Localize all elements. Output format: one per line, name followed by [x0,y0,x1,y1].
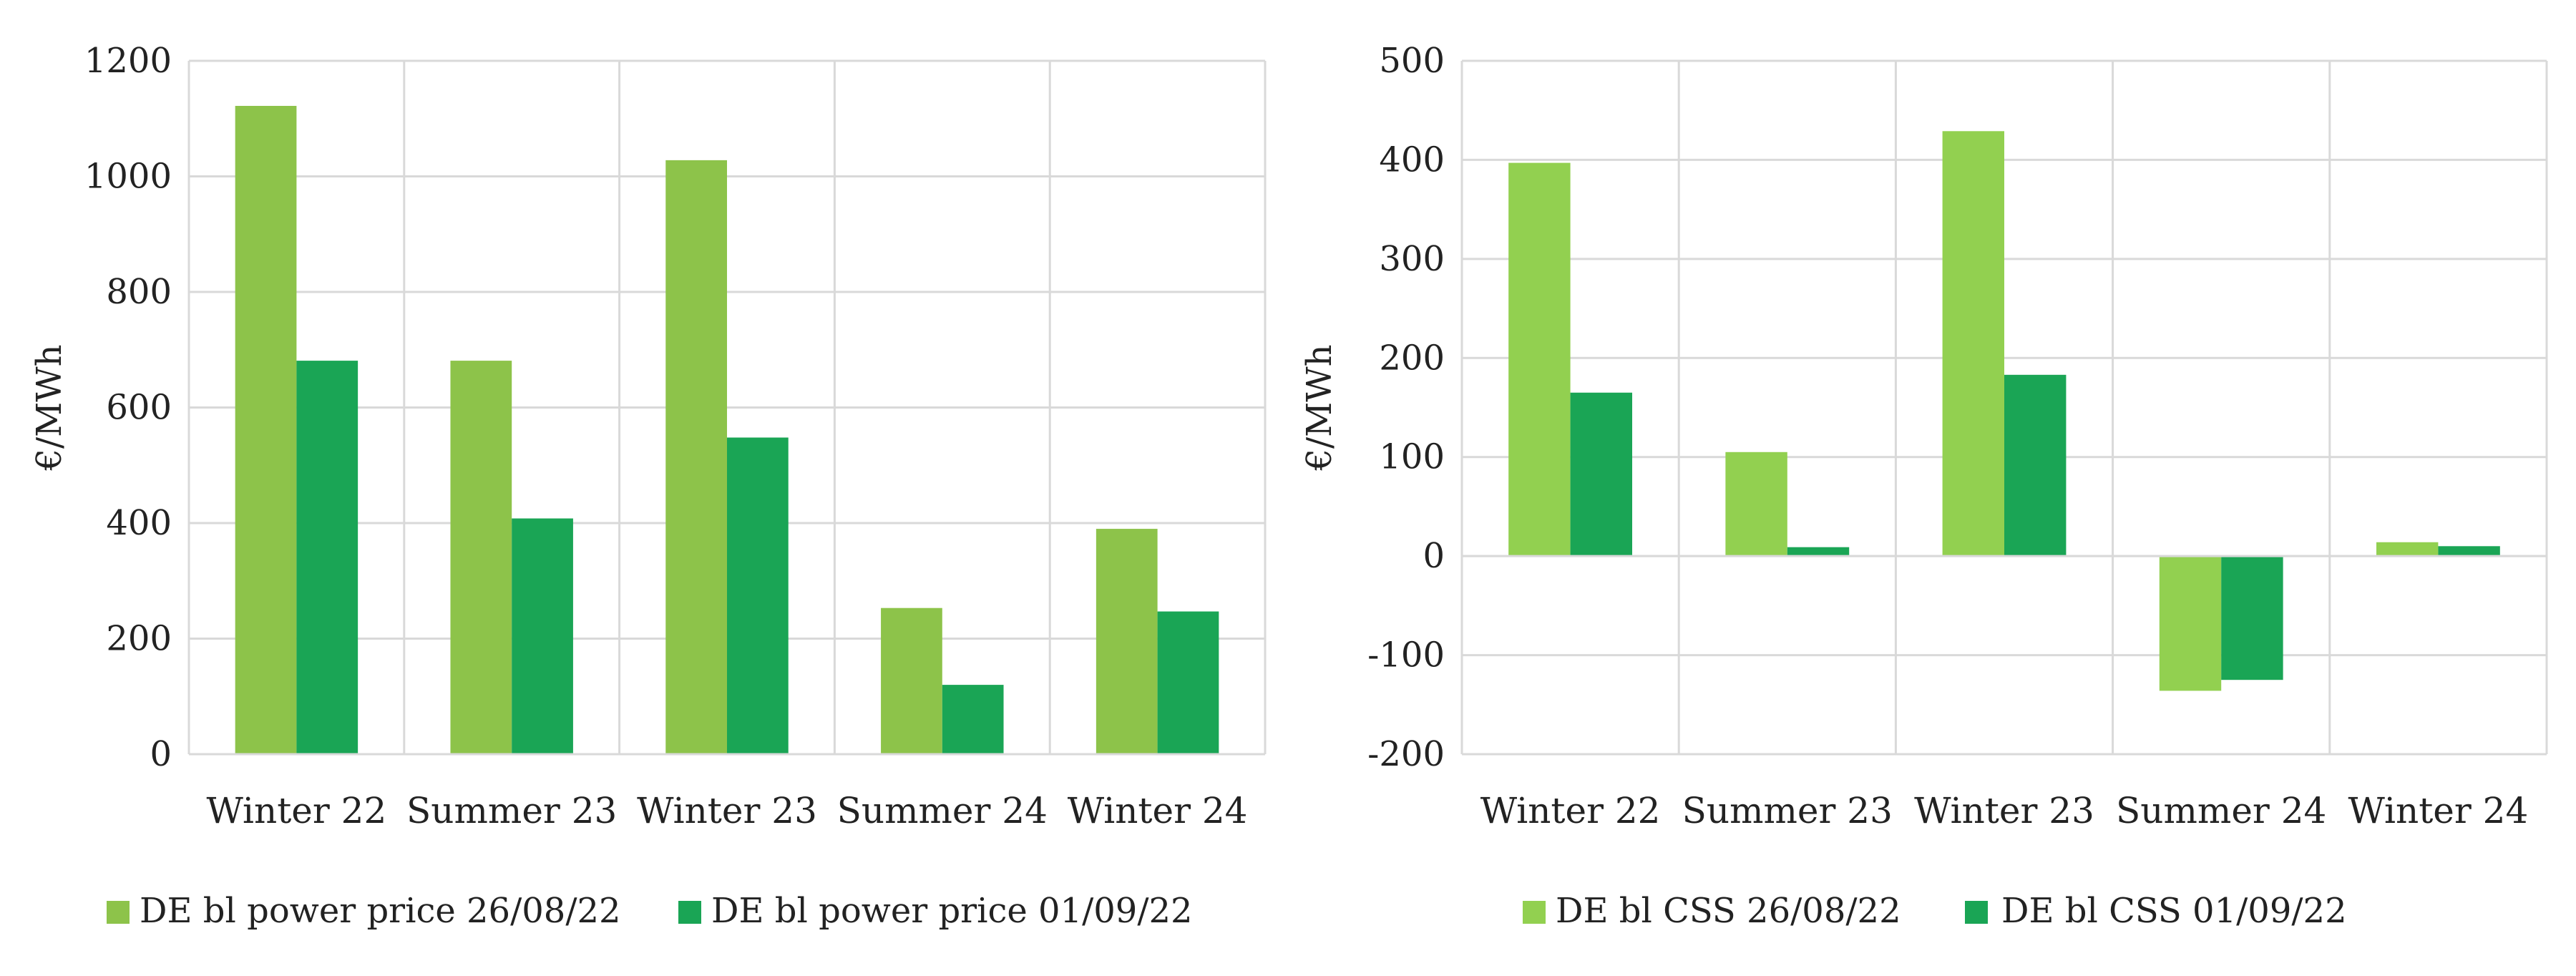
bar-winter-23-series-2 [727,437,789,754]
bar-winter-24-series-1 [2376,542,2439,557]
legend-label: DE bl power price 01/09/22 [711,891,1193,931]
x-tick-label: Summer 23 [1682,790,1893,831]
x-tick-label: Winter 24 [2348,790,2528,831]
bar-winter-24-series-2 [1157,611,1219,754]
x-tick-label: Winter 23 [1914,790,2094,831]
y-tick-label: 1200 [84,41,172,81]
bar-winter-22-series-1 [1508,162,1571,557]
bar-winter-24-series-1 [1096,529,1158,754]
y-tick-label: -200 [1367,734,1445,774]
bar-summer-23-series-1 [1725,452,1787,557]
y-axis-label: €/MWh [1299,344,1340,471]
x-tick-label: Winter 23 [637,790,817,831]
bar-winter-22-series-1 [235,105,297,755]
chart-1: 0 200 400 600 800 1000 1200 Winter 22 Summer 23 W… [29,41,1267,931]
x-tick-label: Summer 24 [837,790,1048,831]
y-tick-label: -100 [1367,635,1445,675]
bar-winter-23-series-2 [2004,374,2067,557]
legend-swatch [678,901,701,924]
bar-summer-24-series-1 [2159,556,2222,691]
bar-summer-23-series-2 [512,518,573,754]
legend-swatch [1965,901,1988,924]
bar-summer-23-series-1 [450,361,512,754]
x-tick-label: Summer 24 [2116,790,2326,831]
bar-winter-23-series-1 [665,160,727,754]
bar-summer-23-series-2 [1787,547,1850,557]
y-tick-label: 100 [1379,437,1445,477]
bar-winter-22-series-2 [296,361,358,754]
legend-label: DE bl power price 26/08/22 [140,891,621,931]
y-tick-label: 0 [150,734,172,774]
bar-summer-24-series-2 [942,685,1004,754]
y-tick-label: 600 [106,388,172,428]
bar-winter-22-series-2 [1570,392,1633,557]
y-tick-label: 200 [1379,338,1445,378]
bar-summer-24-series-1 [881,607,942,754]
legend-swatch [107,901,130,924]
y-tick-label: 1000 [84,157,172,197]
legend-swatch [1523,901,1546,924]
y-tick-label: 300 [1379,239,1445,279]
x-tick-label: Winter 24 [1068,790,1248,831]
legend-label: DE bl CSS 26/08/22 [1556,891,1901,931]
bar-winter-23-series-1 [1942,131,2004,557]
x-tick-label: Winter 22 [206,790,386,831]
x-tick-label: Summer 23 [406,790,617,831]
bar-winter-24-series-2 [2438,546,2500,557]
y-tick-label: 0 [1423,536,1445,576]
bar-summer-24-series-2 [2221,556,2283,680]
y-tick-label: 500 [1379,41,1445,81]
y-tick-label: 400 [1379,140,1445,180]
y-tick-label: 200 [106,619,172,659]
y-tick-label: 800 [106,272,172,312]
y-axis-label: €/MWh [29,344,69,471]
legend-label: DE bl CSS 01/09/22 [2001,891,2347,931]
chart-2: -200 -100 0 100 200 300 400 500 Winter 22 Summer … [1299,41,2548,931]
x-tick-label: Winter 22 [1480,790,1661,831]
y-tick-label: 400 [106,503,172,543]
